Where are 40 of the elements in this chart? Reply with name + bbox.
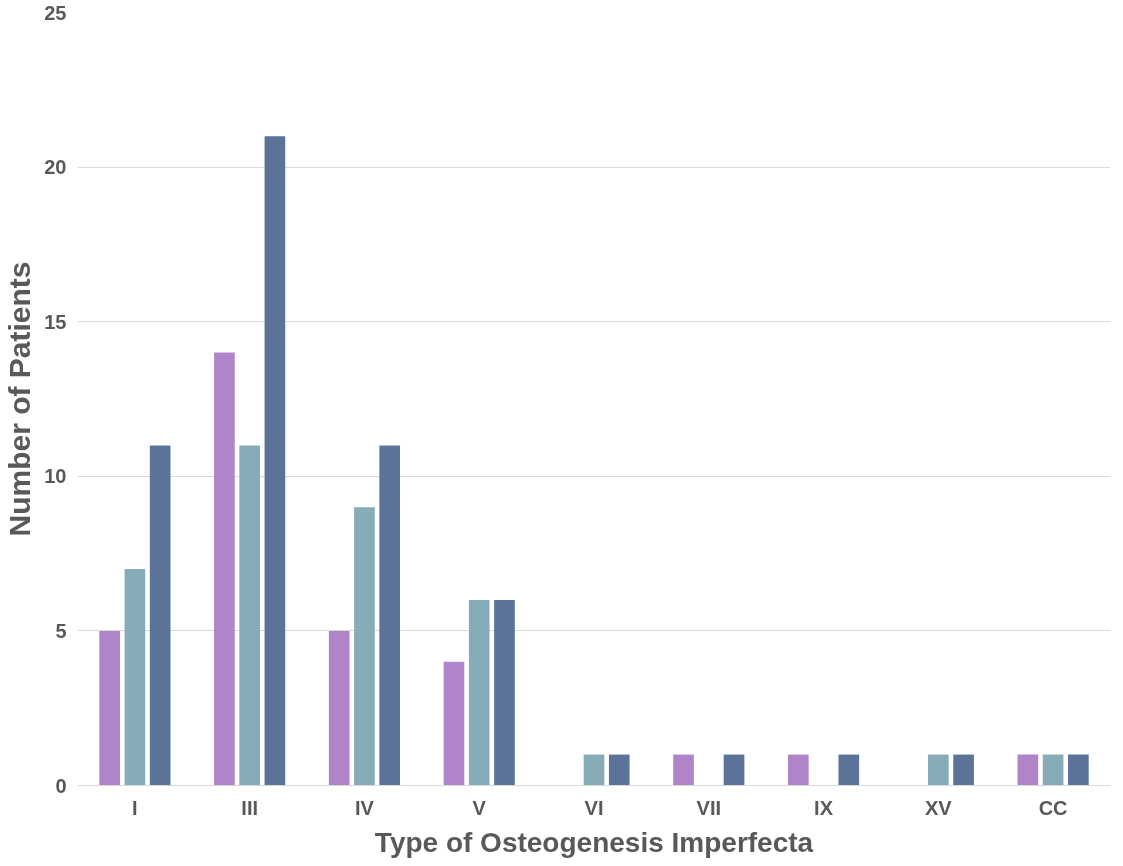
bar	[99, 630, 120, 786]
bar	[673, 754, 694, 786]
bar	[1042, 754, 1064, 786]
x-tick-label: V	[472, 796, 487, 819]
y-axis-title: Number of Patients	[3, 261, 37, 537]
bar	[928, 754, 949, 786]
y-tick-label: 15	[44, 310, 67, 333]
y-tick-label: 20	[44, 156, 67, 179]
x-tick-label: IX	[814, 796, 834, 819]
bar	[583, 754, 605, 786]
bar	[608, 754, 630, 786]
bar	[468, 599, 490, 786]
bar	[723, 754, 745, 786]
bar	[124, 569, 146, 786]
bar	[953, 754, 974, 786]
x-tick-label: VI	[584, 796, 604, 819]
bar	[354, 507, 375, 786]
x-tick-label: CC	[1038, 796, 1068, 819]
bar	[264, 136, 286, 786]
bar	[239, 445, 260, 786]
bar	[494, 599, 515, 786]
y-tick-label: 10	[44, 465, 67, 488]
x-tick-label: IV	[355, 796, 375, 819]
x-tick-label: XV	[924, 796, 953, 819]
x-axis-title: Type of Osteogenesis Imperfecta	[374, 826, 814, 858]
y-tick-label: 25	[44, 1, 67, 24]
bar	[214, 352, 235, 786]
bar	[443, 661, 465, 786]
bar	[838, 754, 860, 786]
y-tick-label: 0	[55, 774, 67, 797]
bar	[149, 445, 171, 786]
bar	[1017, 754, 1039, 786]
x-tick-label: III	[241, 796, 258, 819]
bar	[787, 754, 809, 786]
bar	[379, 445, 401, 786]
bar	[1068, 754, 1089, 786]
x-tick-label: VII	[696, 796, 721, 819]
bar	[328, 630, 350, 786]
x-tick-label: I	[132, 796, 138, 819]
y-tick-label: 5	[55, 619, 67, 642]
